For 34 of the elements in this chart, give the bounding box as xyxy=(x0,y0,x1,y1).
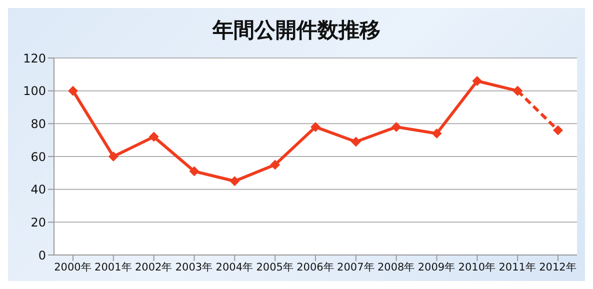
x-tick-label: 2004年 xyxy=(216,261,254,274)
y-tick-label: 100 xyxy=(23,84,46,98)
y-tick-label: 80 xyxy=(30,116,46,131)
point xyxy=(512,86,523,96)
point xyxy=(270,160,280,170)
x-tick-label: 2007年 xyxy=(337,261,375,274)
x-tick-label: 2012年 xyxy=(539,261,577,274)
point xyxy=(432,128,442,139)
x-tick-label: 2001年 xyxy=(94,261,132,274)
x-tick-label: 2011年 xyxy=(498,261,536,274)
y-tick-label: 20 xyxy=(30,215,46,230)
x-tick-label: 2000年 xyxy=(54,261,92,274)
point xyxy=(472,76,482,86)
x-tick-label: 2003年 xyxy=(175,261,214,274)
point xyxy=(148,132,159,142)
point xyxy=(108,152,118,162)
point xyxy=(391,122,402,132)
point xyxy=(350,136,361,147)
x-tick-label: 2005年 xyxy=(256,261,294,274)
x-tick-label: 2006年 xyxy=(296,261,334,274)
point xyxy=(310,122,320,132)
point xyxy=(553,125,563,136)
x-tick-label: 2009年 xyxy=(418,261,456,274)
point xyxy=(189,166,200,176)
point xyxy=(68,86,78,96)
y-tick-label: 60 xyxy=(30,150,46,164)
y-tick-label: 120 xyxy=(23,51,46,66)
x-tick-label: 2002年 xyxy=(134,261,173,274)
chart-title: 年間公開件数推移 xyxy=(211,17,382,44)
point xyxy=(230,176,240,186)
x-tick-label: 2008年 xyxy=(377,261,416,274)
y-tick-label: 0 xyxy=(38,248,46,262)
y-tick-label: 40 xyxy=(30,182,46,197)
x-tick-label: 2010年 xyxy=(458,261,496,274)
